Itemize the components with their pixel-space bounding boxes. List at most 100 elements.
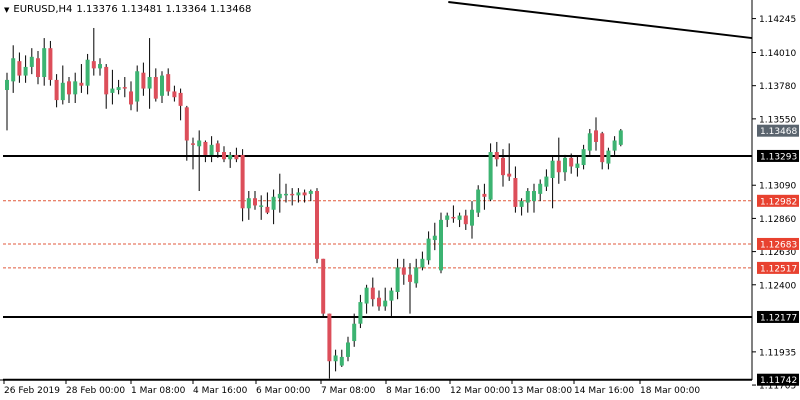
price-tick-label: 1.12400 [759, 281, 796, 291]
candle [525, 188, 530, 213]
candle [563, 154, 567, 181]
candle-body [42, 48, 47, 78]
candle-body [352, 323, 357, 342]
candle-body [147, 77, 152, 89]
candle-body [253, 198, 257, 206]
trendline-layer [448, 1, 753, 40]
candle-body [581, 149, 586, 166]
candle [203, 140, 208, 163]
candle [333, 349, 338, 372]
candle [401, 258, 406, 285]
time-axis[interactable]: 26 Feb 2019 28 Feb 00:00 1 Mar 08:00 4 Mar … [0, 379, 752, 396]
candle-body [166, 74, 171, 92]
candle-body [23, 66, 28, 76]
candle-body [420, 258, 425, 268]
collapse-triangle-icon[interactable]: ▼ [4, 5, 10, 14]
candle-body [501, 157, 505, 176]
candle [445, 212, 450, 228]
candle [550, 156, 555, 209]
solid-line-price-label: 1.13293 [760, 152, 797, 162]
horizontal-lines-layer [3, 154, 752, 381]
candle-body [432, 235, 437, 241]
symbol-header: ▼ EURUSD,H4 1.13376 1.13481 1.13364 1.13… [4, 4, 251, 15]
candle [457, 212, 462, 228]
candle-body [308, 191, 313, 194]
candle-body [544, 176, 549, 187]
candle-body [612, 140, 617, 151]
solid-line-price-label: 1.12177 [760, 313, 797, 323]
candle [110, 69, 115, 105]
price-tick-label: 1.14245 [759, 15, 796, 25]
candle-body [98, 64, 102, 69]
candle [172, 85, 177, 102]
candle-body [73, 81, 78, 95]
candle [296, 188, 301, 203]
candle [501, 149, 505, 187]
candle [507, 143, 512, 181]
trendline[interactable] [448, 1, 753, 40]
candle-body [222, 152, 226, 160]
candle [513, 166, 518, 213]
candle [160, 71, 164, 103]
candle [327, 313, 332, 379]
candle [191, 137, 195, 170]
candle-body [5, 79, 9, 91]
candle [153, 68, 158, 102]
candle-body [240, 154, 245, 209]
candle-body [414, 267, 419, 284]
candle-body [618, 130, 623, 145]
candle-body [178, 92, 183, 106]
candle [147, 38, 152, 109]
candle [129, 81, 133, 111]
time-tick-label: 13 Mar 08:00 [512, 386, 572, 396]
candle [29, 48, 34, 75]
candle [290, 188, 295, 206]
candle [414, 258, 419, 288]
candle-body [538, 183, 543, 194]
candle-body [284, 193, 288, 196]
time-tick-label: 28 Feb 00:00 [66, 386, 125, 396]
candle [432, 222, 437, 251]
price-tick-label: 1.13090 [759, 182, 796, 192]
candle [17, 52, 22, 83]
candle-body [476, 189, 481, 213]
candle-body [265, 206, 270, 213]
candle [67, 77, 71, 103]
candle [383, 287, 388, 311]
candle-body [67, 81, 71, 95]
candle-body [321, 258, 326, 314]
candle [271, 189, 276, 225]
candle-body [122, 87, 127, 89]
candle [234, 147, 239, 163]
candle-body [575, 163, 580, 168]
candle [377, 290, 381, 311]
candle [284, 183, 288, 203]
candle-body [426, 238, 431, 261]
candle-body [277, 193, 282, 199]
price-axis[interactable]: 1.14245 1.14010 1.13780 1.13550 1.13090 1.128… [751, 0, 796, 392]
current-price-label: 1.13468 [760, 127, 797, 137]
time-tick-label: 8 Mar 16:00 [386, 386, 441, 396]
candle-body [364, 287, 369, 304]
candle [209, 136, 214, 163]
candle-body [346, 342, 350, 357]
candle [538, 179, 543, 202]
candle [488, 143, 493, 202]
candle-body [135, 71, 140, 102]
candle [85, 53, 90, 95]
current-price-box [757, 124, 799, 137]
candle [364, 284, 369, 314]
candle [451, 205, 456, 223]
dashed-line-price-box [757, 261, 799, 274]
candle-body [383, 300, 388, 307]
candle [11, 45, 16, 93]
solid-line-price-label: 1.11742 [760, 376, 797, 386]
candle-body [445, 215, 450, 220]
candle [240, 149, 245, 222]
candle-body [60, 82, 65, 101]
candle [612, 136, 617, 155]
candle [439, 212, 443, 274]
candle-body [85, 59, 90, 86]
candle [91, 27, 96, 76]
